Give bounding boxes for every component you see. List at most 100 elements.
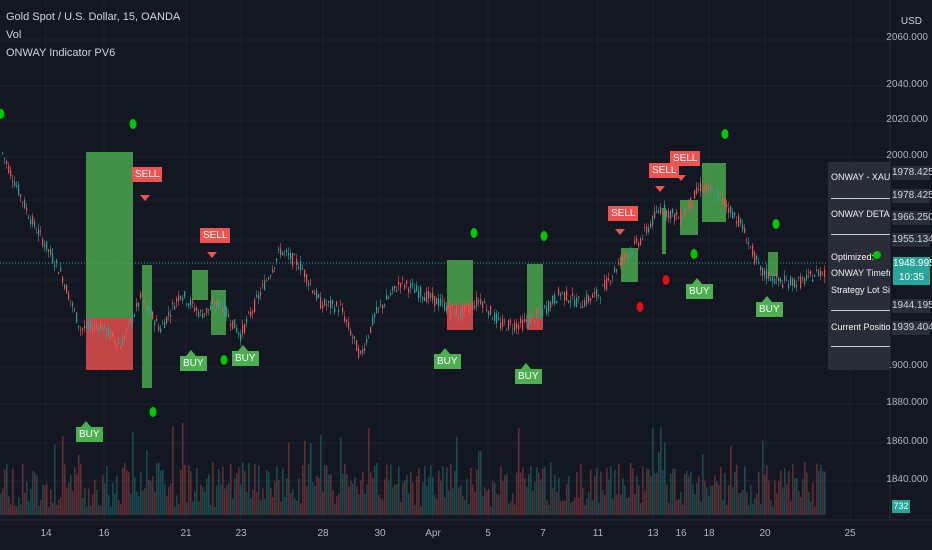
volume-bar [432,477,434,515]
x-tick: 25 [844,528,856,539]
candle-body [316,290,318,300]
candle-body [210,306,212,310]
sell-signal[interactable]: SELL [649,163,680,178]
candle-body [144,300,146,303]
volume-bar [12,468,14,515]
candle-body [156,318,158,322]
buy-signal[interactable]: BUY [180,356,207,371]
volume-bar [698,476,700,515]
sell-signal[interactable]: SELL [670,151,701,166]
volume-bar [736,464,738,515]
volume-bar [418,468,420,515]
sell-signal[interactable]: SELL [132,167,163,182]
volume-bar [362,471,364,515]
volume-bar [302,464,304,515]
panel-lot-size: Strategy Lot Size: [831,285,890,295]
candle-body [32,216,34,225]
volume-bar [200,484,202,515]
volume-bar [692,484,694,515]
volume-bar [198,501,200,515]
onway-indicator-label[interactable]: ONWAY Indicator PV6 [6,47,116,59]
candle-body [408,288,410,293]
volume-bar [36,475,38,515]
volume-bar [568,475,570,515]
candle-body [388,296,390,299]
volume-bar [488,488,490,515]
volume-bar [592,500,594,515]
candle-body [264,280,266,291]
currency-label[interactable]: USD [900,16,922,27]
volume-bar [770,500,772,515]
candle-body [130,318,132,324]
panel-position: Current Position: B [831,322,890,332]
volume-bar [404,480,406,515]
candle-body [4,157,6,159]
volume-bar [580,463,582,515]
buy-signal[interactable]: BUY [686,284,713,299]
volume-bar [600,471,602,515]
candle-body [282,252,284,256]
candle-body [120,347,122,350]
signal-arrow-icon [615,229,625,235]
buy-signal[interactable]: BUY [515,369,542,384]
candle-body [258,294,260,300]
sell-signal[interactable]: SELL [608,206,639,221]
volume-bar [482,495,484,515]
candle-body [178,295,180,301]
candle-body [724,198,726,206]
candle-body [468,307,470,312]
candle-body [416,285,418,292]
volume-bar [78,454,80,515]
volume-bar [292,489,294,515]
signal-zone [211,290,226,335]
volume-bar [668,502,670,515]
candle-body [540,308,542,314]
buy-signal[interactable]: BUY [434,354,461,369]
candle-body [36,232,38,234]
candle-body [142,301,144,303]
volume-bar [300,503,302,515]
candle-body [310,283,312,285]
candle-body [546,306,548,314]
candle-body [28,217,30,219]
volume-bar [184,465,186,515]
volume-indicator-label[interactable]: Vol [6,29,22,41]
candle-body [370,326,372,333]
volume-bar [460,485,462,515]
buy-signal[interactable]: BUY [76,427,103,442]
volume-bar [20,504,22,515]
y-tick: 1840.000 [886,474,928,485]
volume-bar [252,489,254,515]
candle-body [54,265,56,268]
candle-body [664,204,666,215]
candle-body [426,291,428,302]
volume-bar [8,496,10,515]
volume-bar [116,475,118,515]
volume-bar [222,467,224,515]
x-tick: 23 [235,528,247,539]
volume-bar [608,479,610,515]
volume-bar [708,495,710,515]
candle-body [778,277,780,282]
buy-signal[interactable]: BUY [232,351,259,366]
candle-body [412,283,414,285]
sell-signal[interactable]: SELL [200,228,231,243]
volume-bar [682,504,684,515]
symbol-title[interactable]: Gold Spot / U.S. Dollar, 15, OANDA [6,11,181,23]
volume-bar [352,483,354,515]
y-tick: 2060.000 [886,32,928,43]
x-tick: 5 [485,528,491,539]
candle-body [554,294,556,304]
volume-bar [646,468,648,515]
volume-bar [462,495,464,515]
signal-zone [86,152,133,318]
buy-signal[interactable]: BUY [756,302,783,317]
candle-body [70,300,72,302]
volume-bar [370,472,372,515]
candle-body [796,284,798,288]
volume-bar [180,469,182,515]
volume-bar [506,473,508,515]
volume-bar [174,506,176,515]
volume-bar [372,477,374,515]
